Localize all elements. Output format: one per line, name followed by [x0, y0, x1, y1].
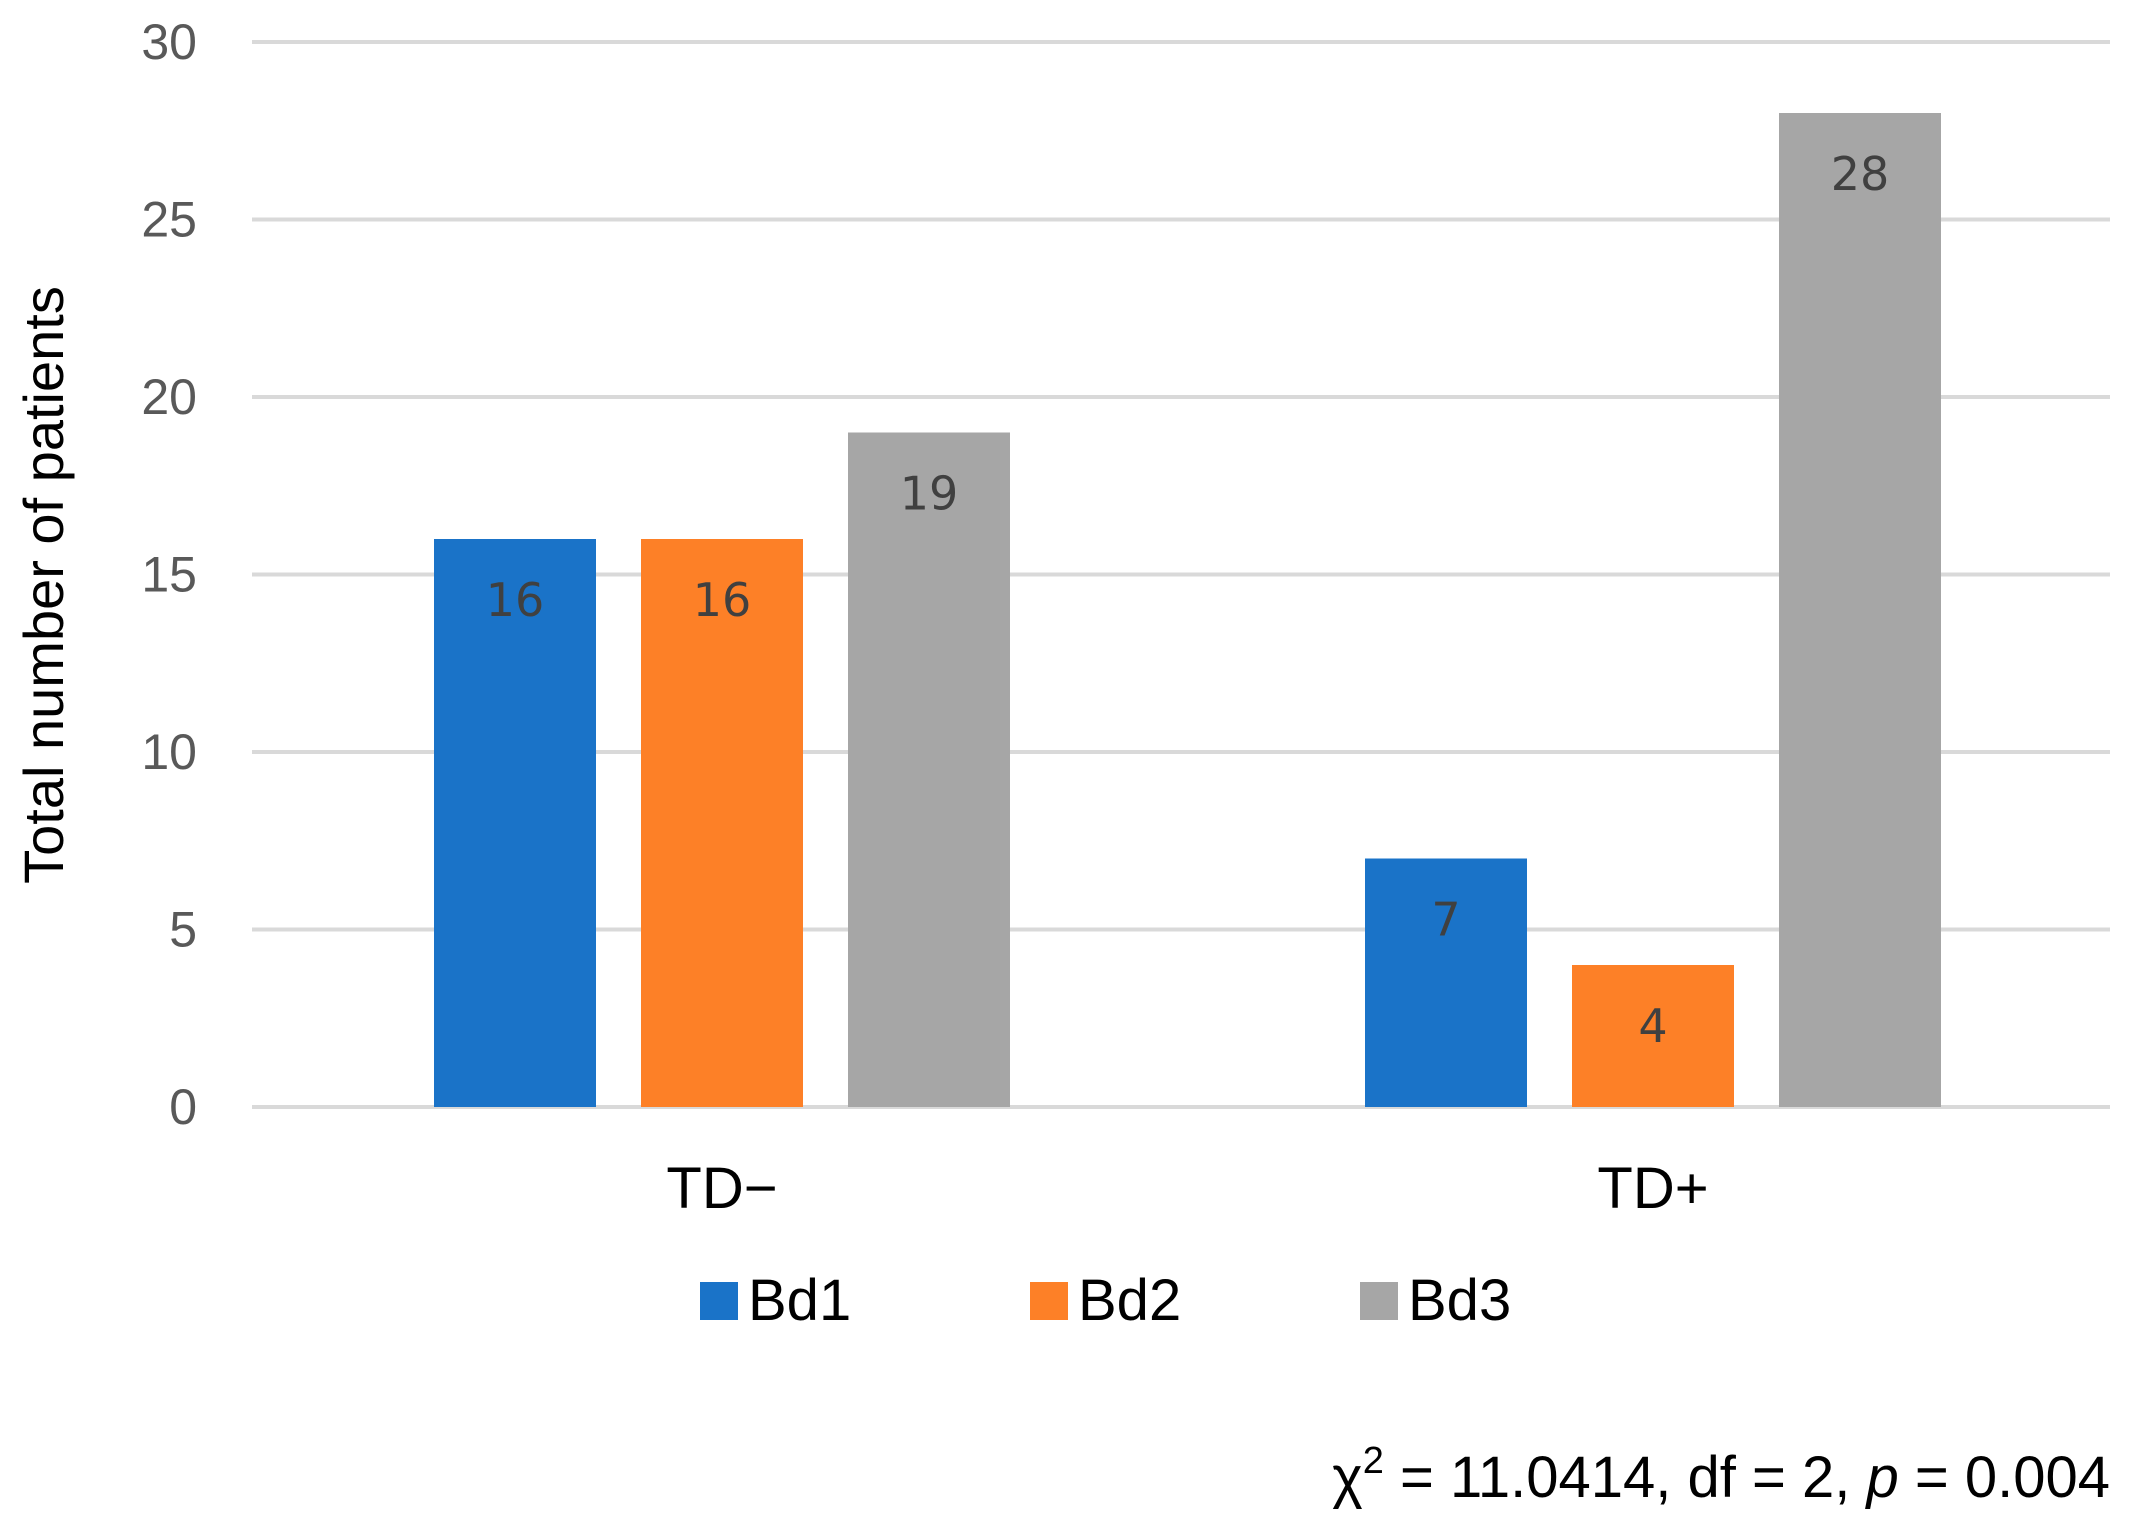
legend: Bd1 Bd2 Bd3 — [700, 1268, 1511, 1333]
legend-swatch-bd1 — [700, 1282, 738, 1320]
p-symbol: p — [1864, 1445, 1898, 1510]
data-label: 16 — [693, 573, 752, 627]
chi-symbol: χ — [1332, 1445, 1362, 1510]
y-tick-label: 5 — [169, 902, 197, 958]
p-value: = 0.004 — [1899, 1445, 2110, 1510]
legend-swatch-bd3 — [1360, 1282, 1398, 1320]
bars — [434, 113, 1941, 1107]
data-label: 4 — [1638, 999, 1667, 1053]
data-labels: 16 16 19 7 4 28 — [486, 147, 1890, 1053]
legend-label: Bd2 — [1078, 1268, 1181, 1333]
bar-bd3-2 — [1779, 113, 1941, 1107]
y-tick-label: 25 — [141, 192, 197, 248]
bar-bd2-2 — [1572, 965, 1734, 1107]
legend-swatch-bd2 — [1030, 1282, 1068, 1320]
statistics-annotation: χ2 = 11.0414, df = 2, p = 0.004 — [1332, 1440, 2110, 1510]
bar-bd2-1 — [641, 539, 803, 1107]
x-category-label: TD+ — [1597, 1156, 1708, 1221]
legend-label: Bd1 — [748, 1268, 851, 1333]
x-category-label: TD− — [666, 1156, 777, 1221]
data-label: 28 — [1831, 147, 1890, 201]
y-tick-label: 30 — [141, 14, 197, 70]
y-axis-title: Total number of patients — [12, 286, 75, 884]
y-tick-label: 0 — [169, 1079, 197, 1135]
bar-bd1-1 — [434, 539, 596, 1107]
data-label: 7 — [1431, 893, 1460, 947]
bar-bd1-2 — [1365, 858, 1527, 1107]
y-axis-ticks: 0 5 10 15 20 25 30 — [141, 14, 197, 1135]
chi-value: = 11.0414, df = 2, — [1384, 1445, 1867, 1510]
x-axis-categories: TD− TD+ — [666, 1156, 1708, 1221]
chi-exponent: 2 — [1363, 1440, 1384, 1482]
data-label: 16 — [486, 573, 545, 627]
y-tick-label: 10 — [141, 724, 197, 780]
data-label: 19 — [900, 467, 959, 521]
bar-bd3-1 — [848, 432, 1010, 1107]
y-tick-label: 20 — [141, 369, 197, 425]
y-tick-label: 15 — [141, 547, 197, 603]
legend-label: Bd3 — [1408, 1268, 1511, 1333]
